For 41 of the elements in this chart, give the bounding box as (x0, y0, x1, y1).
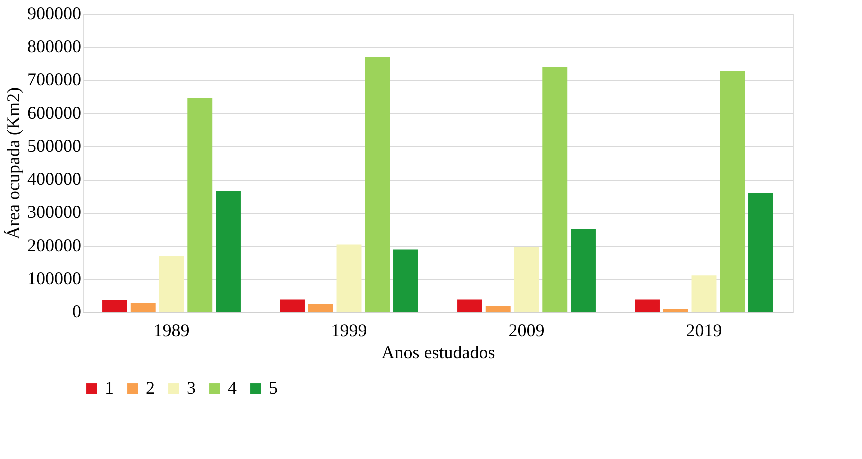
bar (486, 306, 511, 312)
y-tick-label: 400000 (28, 169, 82, 190)
x-tick-label: 1999 (331, 320, 368, 340)
bar (635, 300, 660, 312)
legend-label: 4 (228, 378, 237, 398)
bar (692, 276, 717, 312)
y-tick-label: 700000 (28, 70, 82, 90)
bar (458, 300, 482, 312)
x-tick-label: 2019 (686, 320, 722, 340)
y-tick-label: 0 (72, 302, 82, 322)
x-axis-title: Anos estudados (382, 342, 496, 362)
y-tick-label: 100000 (28, 268, 82, 288)
y-axis-title: Área ocupada (Km2) (4, 88, 24, 240)
legend-label: 5 (269, 378, 278, 398)
bar (748, 193, 774, 312)
legend-label: 2 (146, 378, 155, 398)
bar (159, 256, 184, 312)
bar (216, 191, 241, 312)
y-tick-label: 800000 (28, 36, 82, 57)
bar (571, 229, 596, 312)
legend-label: 1 (105, 378, 114, 398)
bar (720, 71, 746, 312)
y-tick-label: 600000 (28, 102, 82, 123)
y-tick-label: 900000 (28, 4, 82, 24)
x-tick-label: 1989 (154, 320, 190, 340)
bar (308, 304, 334, 312)
x-tick-label: 2009 (508, 320, 545, 340)
bar (365, 57, 390, 312)
bar (394, 250, 418, 312)
y-tick-label: 200000 (28, 235, 82, 256)
bar (663, 309, 688, 312)
bar (542, 66, 568, 312)
y-tick-label: 500000 (28, 136, 82, 156)
y-tick-label: 300000 (28, 202, 82, 222)
bar (336, 244, 362, 312)
bar (102, 300, 128, 312)
bar (280, 300, 305, 312)
bar (514, 247, 540, 312)
bar (188, 98, 213, 312)
bar (130, 303, 156, 312)
legend-label: 3 (187, 378, 196, 398)
